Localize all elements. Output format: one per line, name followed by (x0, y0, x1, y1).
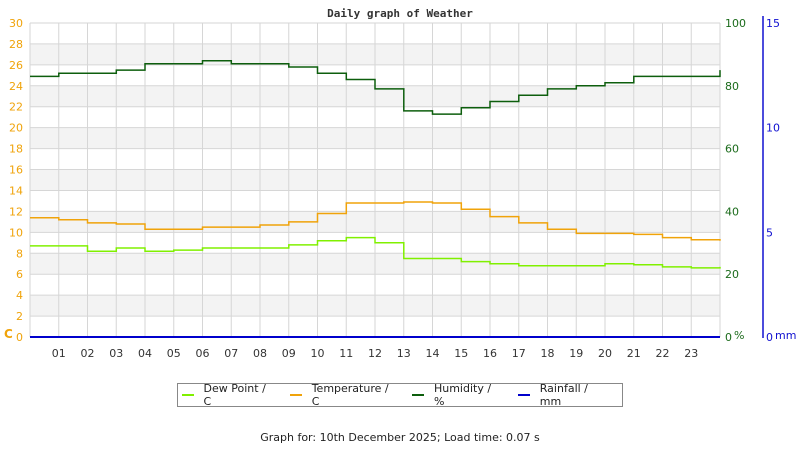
left-axis-tick: 6 (16, 268, 23, 281)
dew-point-line (30, 236, 721, 269)
x-axis-tick: 13 (397, 347, 411, 360)
legend-item-temperature: Temperature / C (290, 382, 396, 408)
left-axis-unit: C (4, 327, 13, 341)
x-axis-tick: 11 (339, 347, 353, 360)
x-axis-tick: 14 (426, 347, 440, 360)
left-axis-tick: 8 (16, 247, 23, 260)
x-axis-tick: 10 (311, 347, 325, 360)
left-axis-tick: 0 (16, 331, 23, 344)
humidity-line (30, 59, 721, 115)
left-axis-tick: 24 (9, 80, 23, 93)
humidity-axis-tick: 40 (725, 205, 739, 218)
left-axis-tick: 14 (9, 184, 23, 197)
humidity-axis-tick: 0 (725, 331, 732, 344)
x-axis-tick: 21 (627, 347, 641, 360)
left-axis-tick: 20 (9, 122, 23, 135)
left-axis-tick: 12 (9, 205, 23, 218)
legend-label: Temperature / C (311, 382, 389, 408)
humidity-axis-tick: 60 (725, 143, 739, 156)
legend-label: Humidity / % (433, 382, 492, 408)
left-axis-tick: 26 (9, 59, 23, 72)
dew-point-swatch (182, 394, 194, 396)
x-axis-tick: 01 (52, 347, 66, 360)
rain-axis-tick: 5 (766, 226, 773, 239)
x-axis-tick: 19 (569, 347, 583, 360)
humidity-axis-tick: 100 (725, 17, 746, 30)
legend-item-humidity: Humidity / % (412, 382, 502, 408)
x-axis-tick: 15 (454, 347, 468, 360)
x-axis-tick: 22 (656, 347, 670, 360)
x-axis-tick: 18 (541, 347, 555, 360)
legend-label: Dew Point / C (203, 382, 266, 408)
left-axis-tick: 2 (16, 310, 23, 323)
rain-axis-tick: 10 (766, 122, 780, 135)
x-axis-tick: 09 (282, 347, 296, 360)
data-series (30, 59, 721, 338)
x-axis-tick: 17 (512, 347, 526, 360)
x-axis-tick: 07 (224, 347, 238, 360)
rainfall-swatch (518, 394, 530, 396)
left-axis-tick: 22 (9, 101, 23, 114)
x-axis-tick: 20 (598, 347, 612, 360)
left-axis-tick: 28 (9, 38, 23, 51)
x-axis-tick: 12 (368, 347, 382, 360)
x-axis-tick: 04 (138, 347, 152, 360)
rain-axis-unit: mm (775, 329, 796, 342)
footer-status: Graph for: 10th December 2025; Load time… (260, 431, 540, 444)
left-axis-tick: 18 (9, 143, 23, 156)
legend-item-rainfall: Rainfall / mm (518, 382, 610, 408)
temperature-swatch (290, 394, 302, 396)
x-axis-tick: 05 (167, 347, 181, 360)
temperature-line (30, 201, 721, 241)
humidity-axis-unit: % (734, 329, 744, 342)
left-axis-tick: 30 (9, 17, 23, 30)
chart-legend: Dew Point / C Temperature / C Humidity /… (177, 382, 623, 408)
humidity-axis-tick: 80 (725, 80, 739, 93)
left-axis-tick: 10 (9, 226, 23, 239)
humidity-axis-tick: 20 (725, 268, 739, 281)
humidity-swatch (412, 394, 424, 396)
x-axis-tick: 16 (483, 347, 497, 360)
rain-axis-tick: 15 (766, 17, 780, 30)
legend-item-dew-point: Dew Point / C (182, 382, 274, 408)
left-axis-tick: 4 (16, 289, 23, 302)
left-axis-tick: 16 (9, 164, 23, 177)
rain-axis-tick: 0 (766, 331, 773, 344)
x-axis-tick: 23 (684, 347, 698, 360)
x-axis-tick: 08 (253, 347, 267, 360)
weather-chart: Daily graph of Weather 02468101214161820… (4, 7, 796, 360)
x-axis-tick: 02 (81, 347, 95, 360)
legend-label: Rainfall / mm (539, 382, 588, 408)
x-axis-tick: 06 (196, 347, 210, 360)
axis-ticks: 0246810121416182022242628300204060801000… (9, 17, 780, 360)
x-axis-tick: 03 (109, 347, 123, 360)
chart-title: Daily graph of Weather (327, 7, 473, 20)
